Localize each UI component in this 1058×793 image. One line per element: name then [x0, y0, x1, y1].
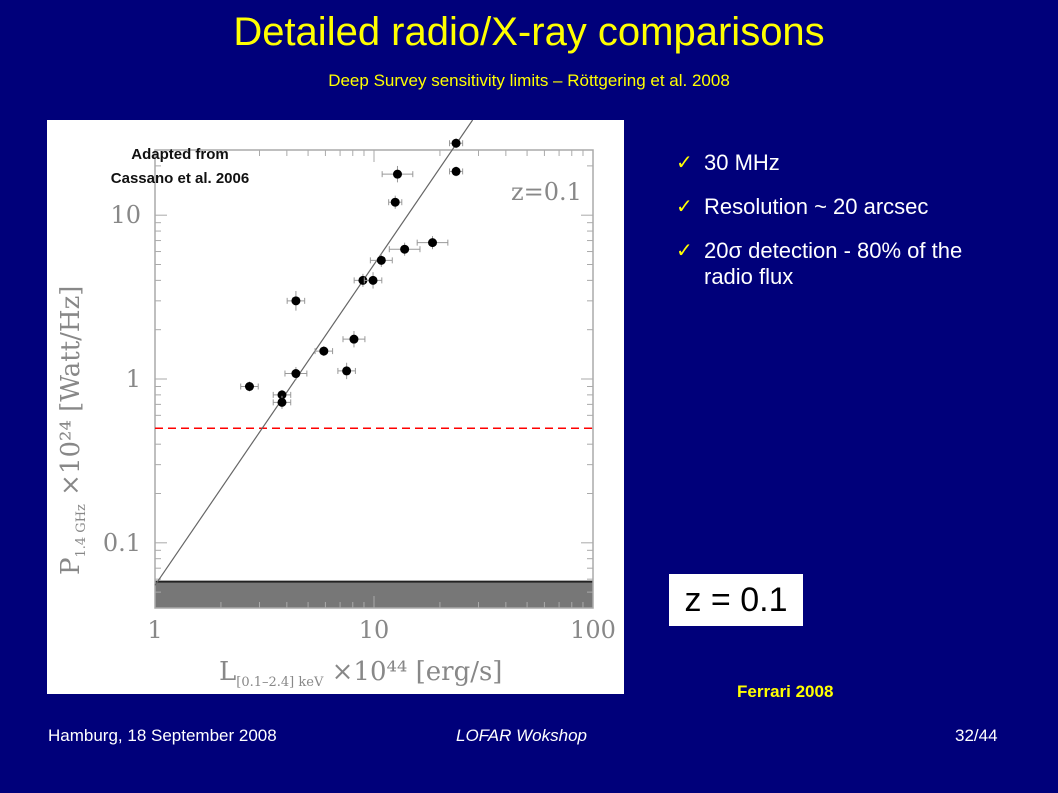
footer-location-date: Hamburg, 18 September 2008 [48, 726, 277, 745]
bullet-text: Resolution ~ 20 arcsec [704, 194, 929, 219]
plot-frame [154, 149, 594, 609]
bullet-item: ✓ Resolution ~ 20 arcsec [676, 194, 1006, 220]
x-axis-label: L[0.1–2.4] keV ×10⁴⁴ [erg/s] [219, 657, 502, 690]
slide-subtitle: Deep Survey sensitivity limits – Röttger… [328, 71, 730, 90]
data-point [277, 397, 287, 407]
plot-annotation: z=0.1 [511, 178, 582, 206]
data-point [428, 238, 438, 248]
bullet-text: 30 MHz [704, 150, 780, 175]
data-point [451, 166, 461, 176]
data-point [376, 255, 386, 265]
credit-text: Ferrari 2008 [737, 682, 834, 701]
chart-panel: 1 10 100 0.1 1 10 L[0.1–2.4] keV ×10⁴⁴ [erg/s]… [47, 120, 624, 694]
y-tick-label: 0.1 [103, 529, 141, 557]
data-point [291, 369, 301, 379]
bullet-prefix: 20 [704, 238, 729, 263]
footer-page-number: 32/44 [955, 726, 998, 745]
sigma-symbol: σ [728, 238, 743, 263]
footer-event: LOFAR Wokshop [456, 726, 588, 745]
source-note-line1: Adapted from [131, 146, 229, 163]
data-point [368, 275, 378, 285]
bullet-item: ✓ 20σ detection - 80% of the radio flux [676, 238, 1006, 290]
source-note-line2: Cassano et al. 2006 [110, 170, 250, 187]
x-tick-label: 100 [570, 616, 616, 644]
data-point [392, 169, 402, 179]
data-point [291, 296, 301, 306]
source-note: Adapted from Cassano et al. 2006 [65, 143, 295, 191]
redshift-box: z = 0.1 [669, 574, 803, 626]
data-point [358, 275, 368, 285]
checkmark-icon: ✓ [676, 152, 693, 174]
y-tick-label: 1 [126, 365, 141, 393]
slide-title: Detailed radio/X-ray comparisons [233, 10, 825, 54]
data-point [319, 346, 329, 356]
data-point [451, 138, 461, 148]
bullet-text: detection - 80% of the radio flux [704, 238, 963, 289]
y-tick-label: 10 [110, 201, 141, 229]
data-point [244, 381, 254, 391]
bullet-item: ✓ 30 MHz [676, 150, 1006, 176]
data-point [390, 197, 400, 207]
checkmark-icon: ✓ [676, 196, 693, 218]
x-tick-label: 10 [359, 616, 390, 644]
data-point [342, 366, 352, 376]
bullet-list: ✓ 30 MHz ✓ Resolution ~ 20 arcsec ✓ 20σ … [676, 150, 1006, 308]
data-point [349, 334, 359, 344]
scatter-plot: 1 10 100 0.1 1 10 L[0.1–2.4] keV ×10⁴⁴ [erg/s]… [56, 120, 616, 690]
y-axis-label: P1.4 GHz ×10²⁴ [Watt/Hz] [56, 286, 89, 575]
data-point [400, 244, 410, 254]
x-tick-label: 1 [147, 616, 162, 644]
data-point [277, 390, 287, 400]
fit-line [154, 120, 474, 586]
checkmark-icon: ✓ [676, 240, 693, 262]
